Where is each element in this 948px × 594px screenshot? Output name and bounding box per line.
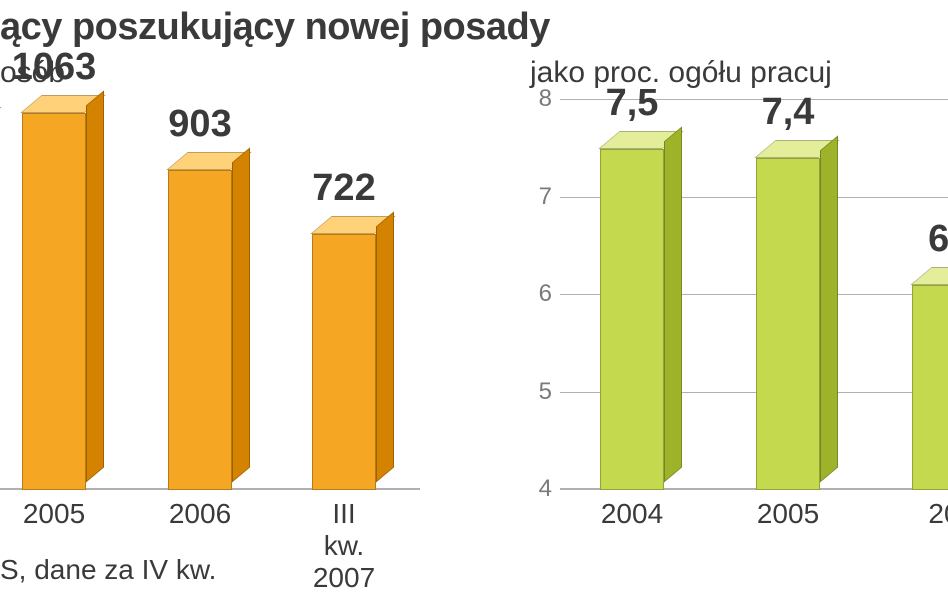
left-bar-1: 1063 2005 [22,113,86,490]
right-bar-0-value: 7,5 [606,82,659,125]
right-plot-area: 8 7 6 5 4 7,5 2004 7,4 2005 6, 20 [560,100,948,490]
source-footnote: S, dane za IV kw. [0,554,216,586]
right-tick-label-8: 8 [539,85,552,113]
left-bar-1-category: 2005 [23,498,85,530]
right-bar-2-value: 6, [928,218,948,261]
right-bar-1-value: 7,4 [762,91,815,134]
right-bar-0-category: 2004 [601,498,663,530]
left-plot-area: 9 1063 2005 903 2006 722 III kw. 2007 [0,100,420,490]
left-bar-2-category: 2006 [169,498,231,530]
left-bar-chart: 9 1063 2005 903 2006 722 III kw. 2007 [0,90,420,550]
left-bar-1-value: 1063 [12,46,97,89]
right-tick-label-7: 7 [539,183,552,211]
right-bar-1-category: 2005 [757,498,819,530]
left-bar-3-value: 722 [312,167,375,210]
page-title: ący poszukujący nowej posady [0,6,550,49]
left-bar-3: 722 III kw. 2007 [312,234,376,490]
right-tick-label-6: 6 [539,280,552,308]
right-bar-2: 6, 20 [912,285,948,490]
left-bar-2-value: 903 [168,103,231,146]
right-bar-1: 7,4 2005 [756,158,820,490]
right-bar-chart: 8 7 6 5 4 7,5 2004 7,4 2005 6, 20 [520,90,948,550]
left-bar-2: 903 2006 [168,170,232,490]
right-bar-0: 7,5 2004 [600,149,664,490]
right-chart-subtitle: jako proc. ogółu pracuj [530,56,832,90]
right-tick-label-4: 4 [539,475,552,503]
right-tick-label-5: 5 [539,378,552,406]
left-bar-3-category: III kw. 2007 [313,498,375,594]
right-bar-2-category: 20 [928,498,948,530]
